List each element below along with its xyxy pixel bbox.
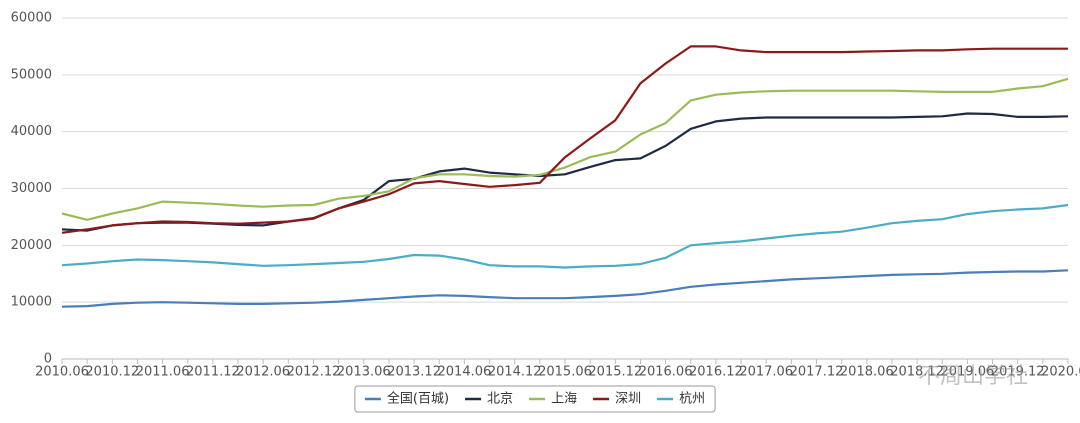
series-line — [61, 269, 1069, 308]
x-tick-label: 2011.06 — [136, 365, 190, 380]
x-tick-label: 2012.12 — [287, 365, 341, 380]
legend-label: 北京 — [487, 392, 513, 407]
x-tick-label: 2012.06 — [236, 365, 290, 380]
x-tick-label: 2016.06 — [639, 365, 693, 380]
legend-label: 杭州 — [679, 392, 705, 407]
y-tick-label: 40000 — [11, 124, 52, 139]
x-tick-label: 2015.12 — [588, 365, 642, 380]
y-tick-label: 10000 — [11, 295, 52, 310]
legend: 全国(百城) 北京 上海 深圳 杭州 — [354, 385, 716, 413]
y-tick-label: 50000 — [11, 67, 52, 82]
x-tick-label: 2019.12 — [991, 365, 1045, 380]
x-tick-label: 2017.12 — [790, 365, 844, 380]
legend-label: 全国(百城) — [387, 391, 449, 407]
series-line — [61, 45, 1068, 234]
legend-label: 深圳 — [615, 392, 641, 407]
series-line — [61, 203, 1069, 269]
watermark: 不周山学社 — [918, 364, 1028, 389]
x-tick-label: 2015.06 — [538, 365, 592, 380]
series-line — [61, 77, 1069, 221]
x-tick-label: 2013.06 — [337, 365, 391, 380]
series-line — [61, 112, 1069, 232]
x-tick-label: 2010.12 — [85, 365, 139, 380]
y-tick-label: 0 — [44, 352, 52, 367]
y-tick-label: 20000 — [11, 238, 52, 253]
x-tick-label: 2016.12 — [689, 365, 743, 380]
y-tick-label: 30000 — [11, 181, 52, 196]
x-tick-label: 2018.12 — [890, 365, 944, 380]
x-tick-label: 2014.12 — [488, 365, 542, 380]
x-tick-label: 2020.06 — [1041, 365, 1080, 380]
x-tick-label: 2017.06 — [739, 365, 793, 380]
legend-label: 上海 — [551, 392, 577, 407]
x-tick-label: 2011.12 — [186, 365, 240, 380]
x-tick-label: 2018.06 — [840, 365, 894, 380]
x-tick-label: 2014.06 — [438, 365, 492, 380]
x-tick-label: 2013.12 — [387, 365, 441, 380]
x-tick-label: 2019.06 — [941, 365, 995, 380]
x-tick-label: 2010.06 — [35, 365, 89, 380]
y-tick-label: 60000 — [11, 11, 52, 26]
